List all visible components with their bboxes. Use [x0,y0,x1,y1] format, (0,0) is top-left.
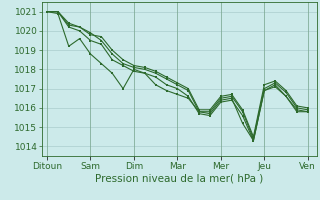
X-axis label: Pression niveau de la mer( hPa ): Pression niveau de la mer( hPa ) [95,173,263,183]
